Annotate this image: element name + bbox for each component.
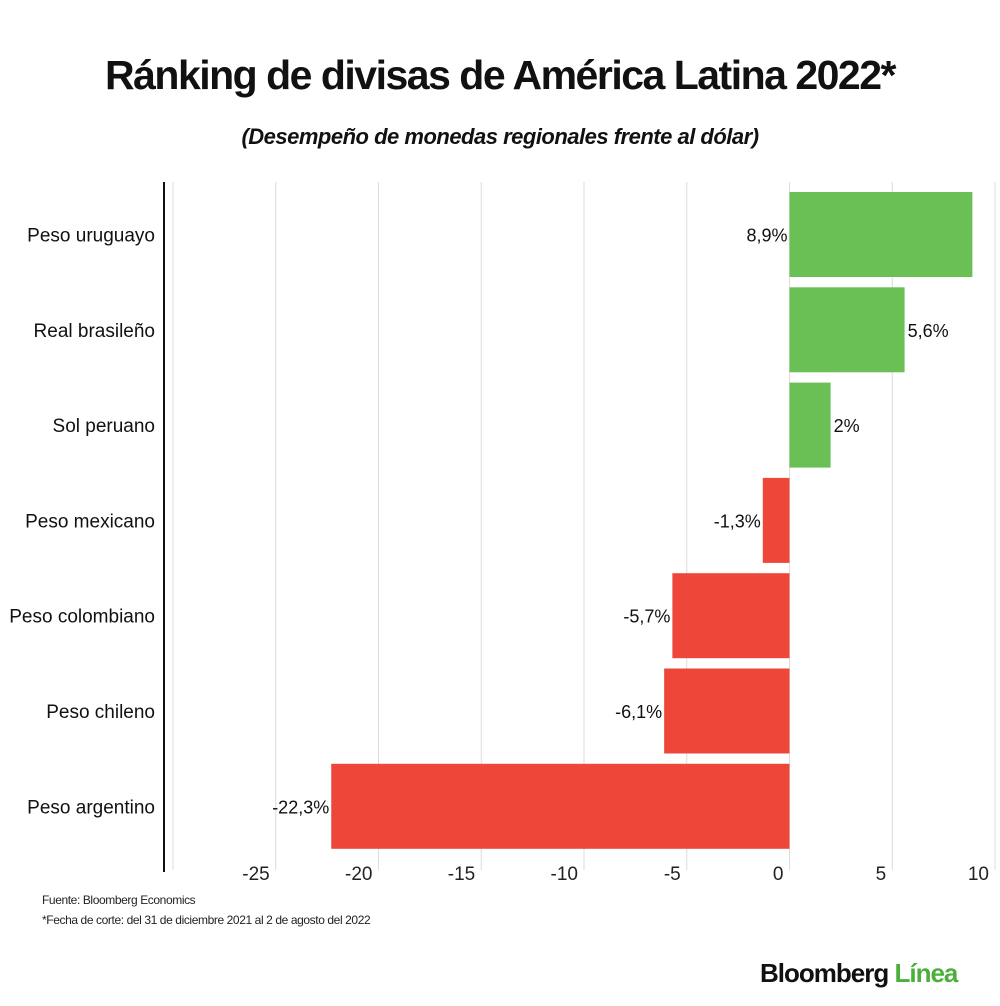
category-label: Peso mexicano <box>25 511 155 532</box>
bar-chart: -25 -20 -15 -10 -5 0 5 10 Peso uruguayo 8,9% Real … <box>9 182 996 885</box>
x-tick-label: -10 <box>551 864 578 885</box>
bar <box>664 668 790 754</box>
bar <box>762 477 790 563</box>
x-tick-label: 0 <box>773 864 784 885</box>
x-tick-label: -5 <box>664 864 681 885</box>
data-label: -5,7% <box>623 607 670 627</box>
chart-subtitle: (Desempeño de monedas regionales frente … <box>241 124 759 149</box>
logo-part1: Bloomberg <box>760 958 889 988</box>
data-label: -22,3% <box>272 797 329 817</box>
x-tick-label: 5 <box>876 864 887 885</box>
data-label: 2% <box>834 416 860 436</box>
category-label: Peso chileno <box>46 702 155 723</box>
category-label: Peso uruguayo <box>27 226 155 247</box>
logo-part2: Línea <box>894 958 958 988</box>
category-label: Real brasileño <box>34 321 155 342</box>
data-label: -1,3% <box>714 511 761 531</box>
bar <box>789 287 905 373</box>
x-tick-label: 10 <box>968 864 989 885</box>
x-tick-label: -25 <box>242 864 269 885</box>
category-label: Peso colombiano <box>9 607 155 628</box>
data-label: 8,9% <box>746 226 787 246</box>
data-label: -6,1% <box>615 702 662 722</box>
bar <box>789 382 831 468</box>
bar <box>331 763 790 849</box>
source-note: Fuente: Bloomberg Economics <box>42 893 196 907</box>
bar <box>789 192 973 277</box>
data-label: 5,6% <box>908 321 949 341</box>
chart-title: Ránking de divisas de América Latina 202… <box>104 52 897 98</box>
bar <box>672 573 790 659</box>
x-tick-label: -20 <box>345 864 372 885</box>
category-label: Peso argentino <box>27 797 155 818</box>
category-label: Sol peruano <box>53 416 155 437</box>
x-tick-label: -15 <box>448 864 475 885</box>
bloomberg-linea-logo: Bloomberg Línea <box>760 958 958 989</box>
date-note: *Fecha de corte: del 31 de diciembre 202… <box>42 913 371 927</box>
